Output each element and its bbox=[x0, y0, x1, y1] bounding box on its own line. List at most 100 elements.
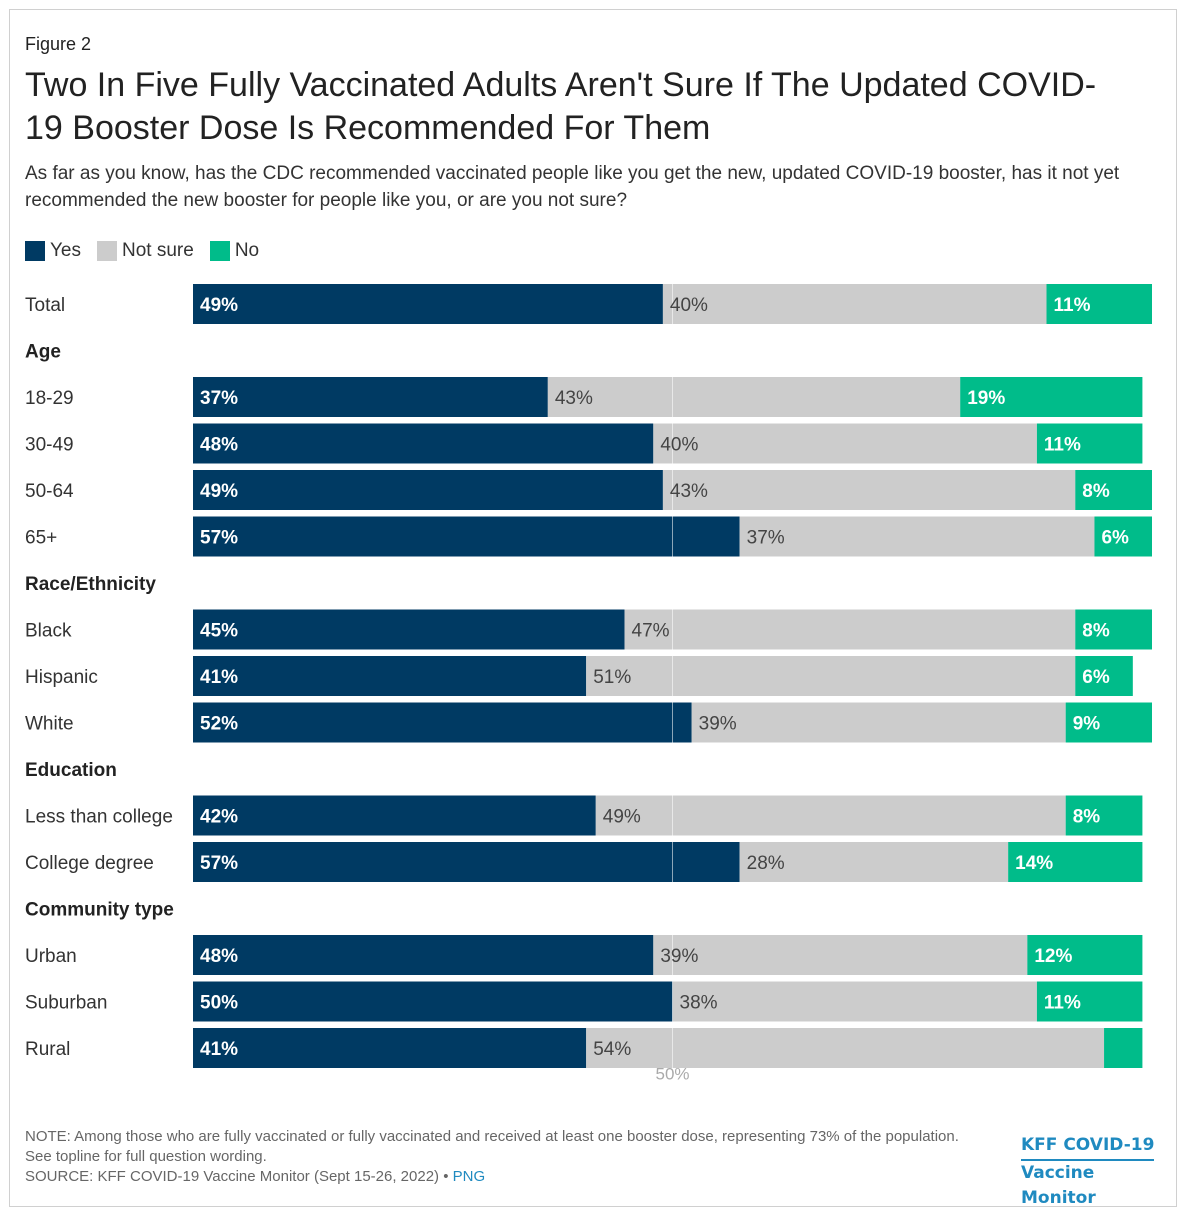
legend-label-not-sure: Not sure bbox=[122, 240, 194, 261]
data-label: 42% bbox=[200, 807, 238, 828]
bar-segment-not-sure bbox=[739, 516, 1095, 557]
chart-subtitle: As far as you know, has the CDC recommen… bbox=[25, 163, 1120, 211]
bar-segment-yes bbox=[193, 423, 654, 464]
bar-segment-no bbox=[1036, 981, 1143, 1022]
row-label: Total bbox=[25, 295, 65, 316]
bar-segment-not-sure bbox=[547, 377, 961, 417]
data-label: 11% bbox=[1054, 295, 1091, 316]
data-label: 45% bbox=[200, 621, 238, 642]
data-label: 51% bbox=[593, 667, 631, 688]
bar-segment-no bbox=[1104, 1028, 1143, 1068]
bar-segment-not-sure bbox=[586, 1028, 1105, 1068]
bar-segment-yes bbox=[193, 377, 548, 417]
bar-segment-no bbox=[1094, 516, 1152, 557]
legend-item-no: No bbox=[209, 240, 260, 262]
bar-segment-not-sure bbox=[662, 470, 1076, 510]
data-label: 48% bbox=[200, 946, 238, 967]
legend-item-not-sure: Not sure bbox=[97, 240, 194, 262]
data-label: 8% bbox=[1082, 621, 1110, 642]
data-label: 47% bbox=[632, 621, 670, 642]
row-label: Black bbox=[25, 621, 72, 642]
data-label: 11% bbox=[1044, 993, 1081, 1014]
data-label: 12% bbox=[1034, 946, 1072, 967]
row-label: White bbox=[25, 714, 74, 735]
bar-segment-no bbox=[1075, 470, 1152, 510]
bar-segment-yes bbox=[193, 609, 625, 650]
data-label: 6% bbox=[1101, 528, 1129, 549]
bar-segment-no bbox=[1065, 795, 1143, 836]
bar-segment-yes bbox=[193, 935, 654, 975]
bar-segment-no bbox=[1046, 284, 1152, 324]
brand-line1: KFF COVID-19 bbox=[1021, 1133, 1155, 1161]
data-label: 9% bbox=[1073, 714, 1101, 735]
bar-segment-not-sure bbox=[653, 935, 1028, 975]
data-label: 49% bbox=[200, 481, 238, 502]
row-label: Urban bbox=[25, 946, 77, 967]
chart-title: Two In Five Fully Vaccinated Adults Aren… bbox=[25, 66, 1097, 147]
bar-segment-not-sure bbox=[595, 795, 1066, 836]
data-label: 48% bbox=[200, 435, 238, 456]
bar-segment-no bbox=[1075, 656, 1133, 696]
row-label: Less than college bbox=[25, 807, 173, 828]
data-label: 11% bbox=[1044, 435, 1081, 456]
data-label: 39% bbox=[699, 714, 737, 735]
data-label: 49% bbox=[200, 295, 238, 316]
bar-segment-no bbox=[1008, 842, 1143, 882]
legend-swatch-yes bbox=[25, 241, 45, 261]
data-label: 19% bbox=[967, 388, 1005, 409]
bar-segment-yes bbox=[193, 656, 587, 696]
png-download-link[interactable]: PNG bbox=[452, 1168, 486, 1185]
data-label: 57% bbox=[200, 853, 238, 874]
footer-source-line: SOURCE: KFF COVID-19 Vaccine Monitor (Se… bbox=[25, 1167, 985, 1187]
row-label: Suburban bbox=[25, 993, 107, 1014]
legend-label-yes: Yes bbox=[50, 240, 81, 261]
data-label: 28% bbox=[747, 853, 785, 874]
bar-segment-no bbox=[960, 377, 1143, 417]
group-label: Age bbox=[25, 342, 61, 363]
group-label: Race/Ethnicity bbox=[25, 574, 156, 595]
bar-segment-not-sure bbox=[662, 284, 1047, 324]
bar-segment-yes bbox=[193, 981, 673, 1022]
bar-segment-yes bbox=[193, 284, 663, 324]
legend-item-yes: Yes bbox=[25, 240, 81, 262]
data-label: 37% bbox=[747, 528, 785, 549]
data-label: 38% bbox=[680, 993, 718, 1014]
bar-segment-yes bbox=[193, 795, 596, 836]
data-label: 43% bbox=[555, 388, 593, 409]
data-label: 49% bbox=[603, 807, 641, 828]
bar-segment-yes bbox=[193, 842, 740, 882]
row-label: 30-49 bbox=[25, 435, 74, 456]
bar-segment-yes bbox=[193, 1028, 587, 1068]
group-label: Community type bbox=[25, 900, 174, 921]
bar-segment-not-sure bbox=[586, 656, 1076, 696]
bar-segment-yes bbox=[193, 516, 740, 557]
bar-segment-not-sure bbox=[624, 609, 1076, 650]
data-label: 52% bbox=[200, 714, 238, 735]
legend-label-no: No bbox=[234, 240, 260, 261]
row-label: Rural bbox=[25, 1039, 70, 1060]
reference-line-label: 50% bbox=[655, 1065, 689, 1084]
bar-segment-no bbox=[1027, 935, 1143, 975]
bar-segment-not-sure bbox=[739, 842, 1009, 882]
bar-segment-no bbox=[1065, 702, 1152, 743]
data-label: 43% bbox=[670, 481, 708, 502]
brand-logo: KFF COVID-19 Vaccine Monitor bbox=[1021, 1133, 1161, 1211]
data-label: 8% bbox=[1082, 481, 1110, 502]
chart-legend: Yes Not sure No bbox=[25, 240, 275, 262]
group-label: Education bbox=[25, 760, 117, 781]
figure-label: Figure 2 bbox=[25, 34, 92, 54]
data-label: 8% bbox=[1073, 807, 1101, 828]
bar-segment-yes bbox=[193, 702, 692, 743]
bar-segment-no bbox=[1036, 423, 1143, 464]
bar-segment-not-sure bbox=[672, 981, 1037, 1022]
row-label: 18-29 bbox=[25, 388, 74, 409]
bar-segment-yes bbox=[193, 470, 663, 510]
data-label: 50% bbox=[200, 993, 238, 1014]
legend-swatch-no bbox=[209, 241, 230, 261]
row-label: 65+ bbox=[25, 528, 57, 549]
data-label: 54% bbox=[593, 1039, 631, 1060]
data-label: 41% bbox=[200, 667, 238, 688]
data-label: 6% bbox=[1082, 667, 1110, 688]
brand-line2: Vaccine Monitor bbox=[1021, 1163, 1096, 1208]
stacked-bar-chart: Total Age 18-29 30-49 50-64 65+ Race/Ethnicity… bbox=[25, 284, 1152, 1084]
